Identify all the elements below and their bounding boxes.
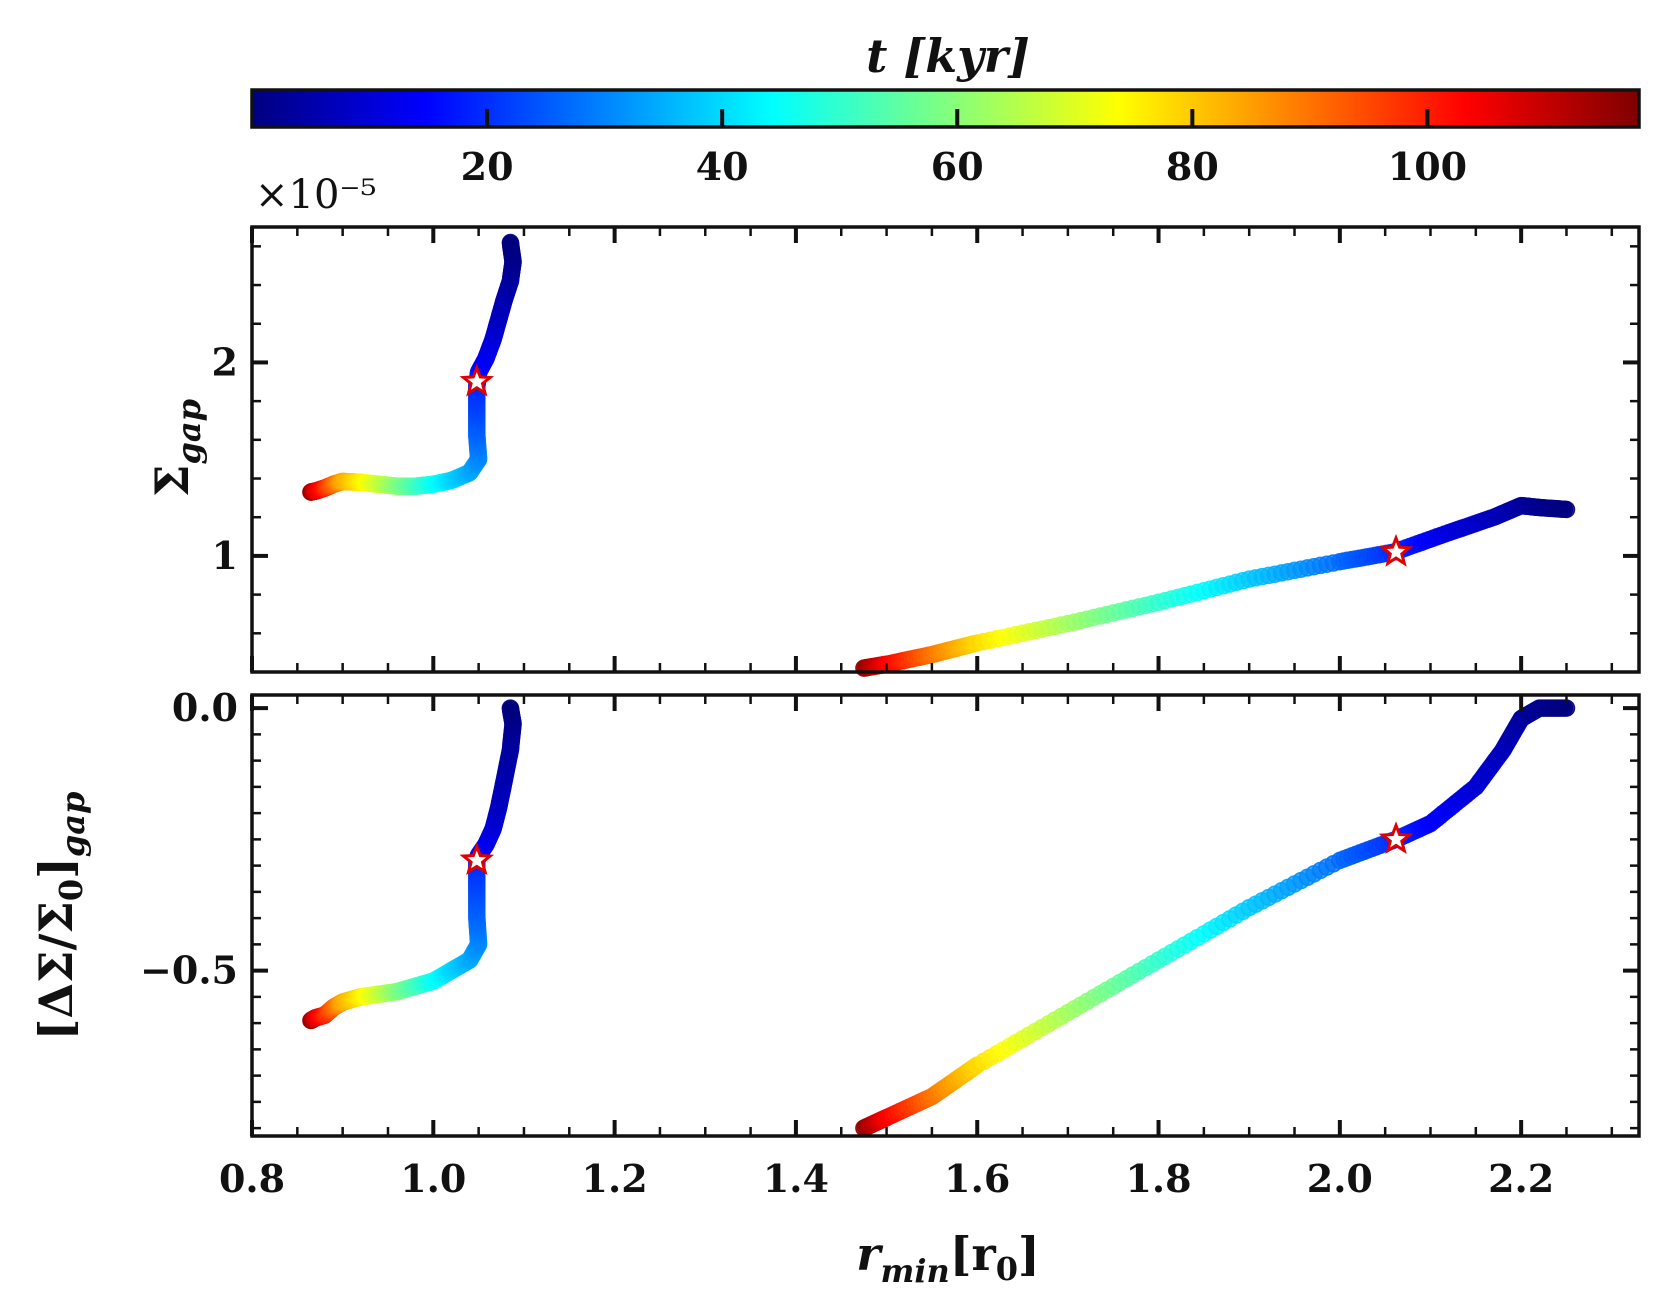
x-axis-title-close: ] [1018,1227,1040,1281]
delta-sigma-gap-ylabel: [ΔΣ/Σ0]gap [29,792,92,1041]
x-axis-title-sub: min [880,1252,949,1290]
x-tick-label: 1.2 [582,1156,648,1201]
colorbar-tick-label: 60 [931,144,984,189]
offset-label: ×10⁻⁵ [255,172,377,218]
colorbar-frame [250,88,1641,129]
colorbar-gradient [252,90,1639,127]
x-tick-label: 1.6 [944,1156,1010,1201]
star-marker [1378,533,1414,567]
panel-sigma-gap: ×10⁻⁵ 12 Σgap [145,172,1641,677]
colorbar-tick-label: 100 [1388,144,1467,189]
sigma-gap-ticks: 12 [212,227,1639,674]
x-tick-label: 1.0 [400,1156,466,1201]
scatter-point [501,699,520,717]
x-tick-label: 1.8 [1125,1156,1191,1201]
colorbar-tick-label: 20 [461,144,514,189]
colorbar-ticks: 20 40 60 80 100 [461,109,1467,189]
delta-sigma-gap-points [302,699,1576,1137]
x-tick-label: 2.0 [1307,1156,1373,1201]
y-tick-label: −0.5 [140,948,238,993]
colorbar: t [kyr] 20 40 60 80 100 [250,29,1641,189]
y-tick-label: 0.0 [172,685,238,730]
star-marker [459,842,495,876]
sigma-gap-ylabel: Σgap [145,399,208,497]
x-axis-title-unit: [r [950,1227,997,1281]
delta-sigma-gap-ticks: −0.5 0.0 [140,685,1639,1136]
colorbar-tick-label: 40 [696,144,749,189]
x-tick-label: 0.8 [219,1156,285,1201]
scatter-point [501,233,520,252]
sigma-gap-ylabel-sub: gap [170,399,208,464]
x-tick-label: 2.2 [1488,1156,1554,1201]
sigma-gap-points [302,233,1576,677]
delta-sigma-gap-ylabel-sub0: 0 [52,879,90,901]
sigma-gap-ylabel-main: Σ [145,464,199,497]
delta-sigma-gap-frame [250,693,1641,1138]
y-tick-label: 1 [212,533,238,578]
star-marker [459,363,495,397]
x-tick-label: 1.4 [763,1156,829,1201]
panel-delta-sigma-gap: −0.5 0.0 [ΔΣ/Σ0]gap [29,685,1641,1138]
x-axis-title-unit-sub: 0 [996,1250,1018,1288]
y-tick-label: 2 [212,339,238,384]
x-axis-title: rmin[r0] [856,1227,1040,1290]
star-marker [1378,821,1414,855]
delta-sigma-gap-ylabel-close: ] [29,857,83,879]
delta-sigma-gap-ylabel-main: [ΔΣ/Σ [29,901,83,1040]
colorbar-title: t [kyr] [866,29,1030,83]
x-axis-title-main: r [856,1227,884,1281]
x-tick-labels: 0.8 1.0 1.2 1.4 1.6 1.8 2.0 2.2 [219,1156,1554,1201]
scatter-point [1557,500,1576,519]
sigma-gap-frame [250,225,1641,674]
delta-sigma-gap-ylabel-sub: gap [54,792,92,857]
colorbar-tick-label: 80 [1166,144,1219,189]
